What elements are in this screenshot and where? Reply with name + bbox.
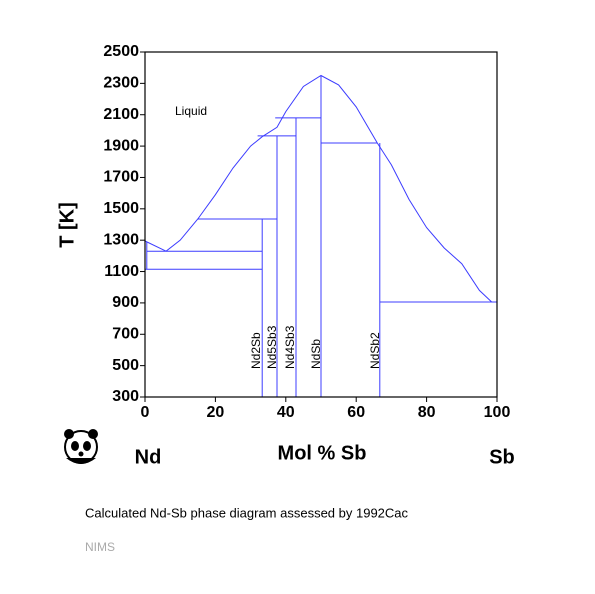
phase-label: NdSb2 [368, 332, 382, 369]
x-tick-label: 60 [347, 404, 365, 421]
y-tick-label: 1500 [103, 200, 139, 217]
plot-frame [144, 51, 498, 398]
y-tick-label: 300 [112, 388, 139, 405]
right-element: Sb [489, 446, 515, 468]
y-tick-label: 2500 [103, 43, 139, 60]
y-tick-label: 900 [112, 294, 139, 311]
left-element: Nd [135, 446, 162, 468]
phase-label: Nd4Sb3 [283, 325, 297, 369]
y-tick-label: 1900 [103, 137, 139, 154]
x-tick-label: 100 [484, 404, 511, 421]
phase-label: Nd5Sb3 [265, 325, 279, 369]
y-tick-label: 1100 [104, 263, 139, 280]
x-tick-label: 40 [277, 404, 295, 421]
x-tick-label: 0 [141, 404, 150, 421]
y-tick-label: 1300 [103, 231, 139, 248]
x-axis-title: Mol % Sb [278, 442, 367, 464]
y-axis-title: T [K] [56, 202, 78, 248]
y-tick-label: 500 [112, 357, 139, 374]
x-tick-label: 80 [418, 404, 436, 421]
phase-label: Nd2Sb [249, 332, 263, 369]
region-label: Liquid [175, 104, 207, 118]
caption: Calculated Nd-Sb phase diagram assessed … [85, 505, 409, 520]
phase-boundary [144, 74, 493, 303]
y-tick-label: 2100 [103, 106, 139, 123]
source: NIMS [85, 540, 115, 554]
phase-label: NdSb [309, 339, 323, 369]
y-tick-label: 1700 [103, 169, 139, 186]
x-tick-label: 20 [207, 404, 225, 421]
y-tick-label: 700 [112, 325, 139, 342]
y-tick-label: 2300 [103, 75, 139, 92]
panda-logo [64, 429, 98, 464]
